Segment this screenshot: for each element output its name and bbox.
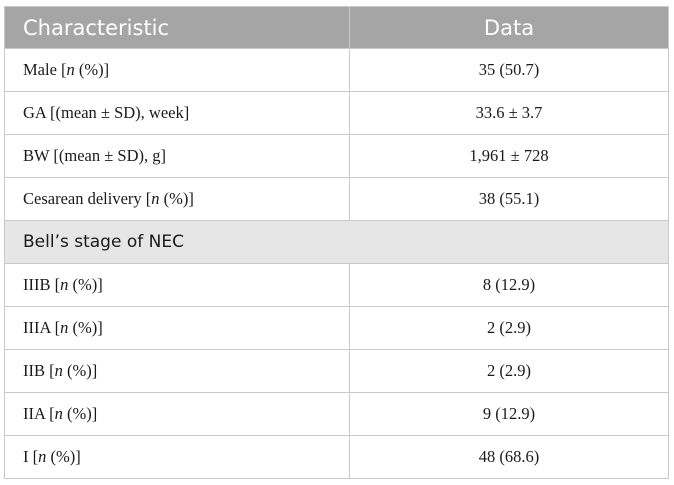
table-row: BW [(mean ± SD), g] 1,961 ± 728 bbox=[4, 134, 669, 178]
row-value: 35 (50.7) bbox=[349, 48, 669, 92]
row-value: 33.6 ± 3.7 bbox=[349, 91, 669, 135]
row-label: IIIA [n (%)] bbox=[4, 306, 350, 350]
row-value: 38 (55.1) bbox=[349, 177, 669, 221]
table-row: I [n (%)] 48 (68.6) bbox=[4, 435, 669, 479]
row-value: 1,961 ± 728 bbox=[349, 134, 669, 178]
row-value: 9 (12.9) bbox=[349, 392, 669, 436]
row-label: IIA [n (%)] bbox=[4, 392, 350, 436]
row-label: GA [(mean ± SD), week] bbox=[4, 91, 350, 135]
header-data: Data bbox=[349, 6, 669, 49]
table-row: Cesarean delivery [n (%)] 38 (55.1) bbox=[4, 177, 669, 221]
row-label: IIIB [n (%)] bbox=[4, 263, 350, 307]
row-label: Male [n (%)] bbox=[4, 48, 350, 92]
row-label: Cesarean delivery [n (%)] bbox=[4, 177, 350, 221]
section-label: Bell’s stage of NEC bbox=[4, 220, 669, 264]
row-label: BW [(mean ± SD), g] bbox=[4, 134, 350, 178]
table-row: Male [n (%)] 35 (50.7) bbox=[4, 48, 669, 92]
row-value: 2 (2.9) bbox=[349, 306, 669, 350]
table-row: IIA [n (%)] 9 (12.9) bbox=[4, 392, 669, 436]
table-row: IIB [n (%)] 2 (2.9) bbox=[4, 349, 669, 393]
row-value: 48 (68.6) bbox=[349, 435, 669, 479]
table-row: GA [(mean ± SD), week] 33.6 ± 3.7 bbox=[4, 91, 669, 135]
characteristics-table: Characteristic Data Male [n (%)] 35 (50.… bbox=[4, 6, 669, 479]
row-value: 8 (12.9) bbox=[349, 263, 669, 307]
table-header-row: Characteristic Data bbox=[4, 6, 669, 49]
row-value: 2 (2.9) bbox=[349, 349, 669, 393]
header-characteristic: Characteristic bbox=[4, 6, 350, 49]
section-header-row: Bell’s stage of NEC bbox=[4, 220, 669, 264]
table-row: IIIB [n (%)] 8 (12.9) bbox=[4, 263, 669, 307]
row-label: I [n (%)] bbox=[4, 435, 350, 479]
row-label: IIB [n (%)] bbox=[4, 349, 350, 393]
table-row: IIIA [n (%)] 2 (2.9) bbox=[4, 306, 669, 350]
